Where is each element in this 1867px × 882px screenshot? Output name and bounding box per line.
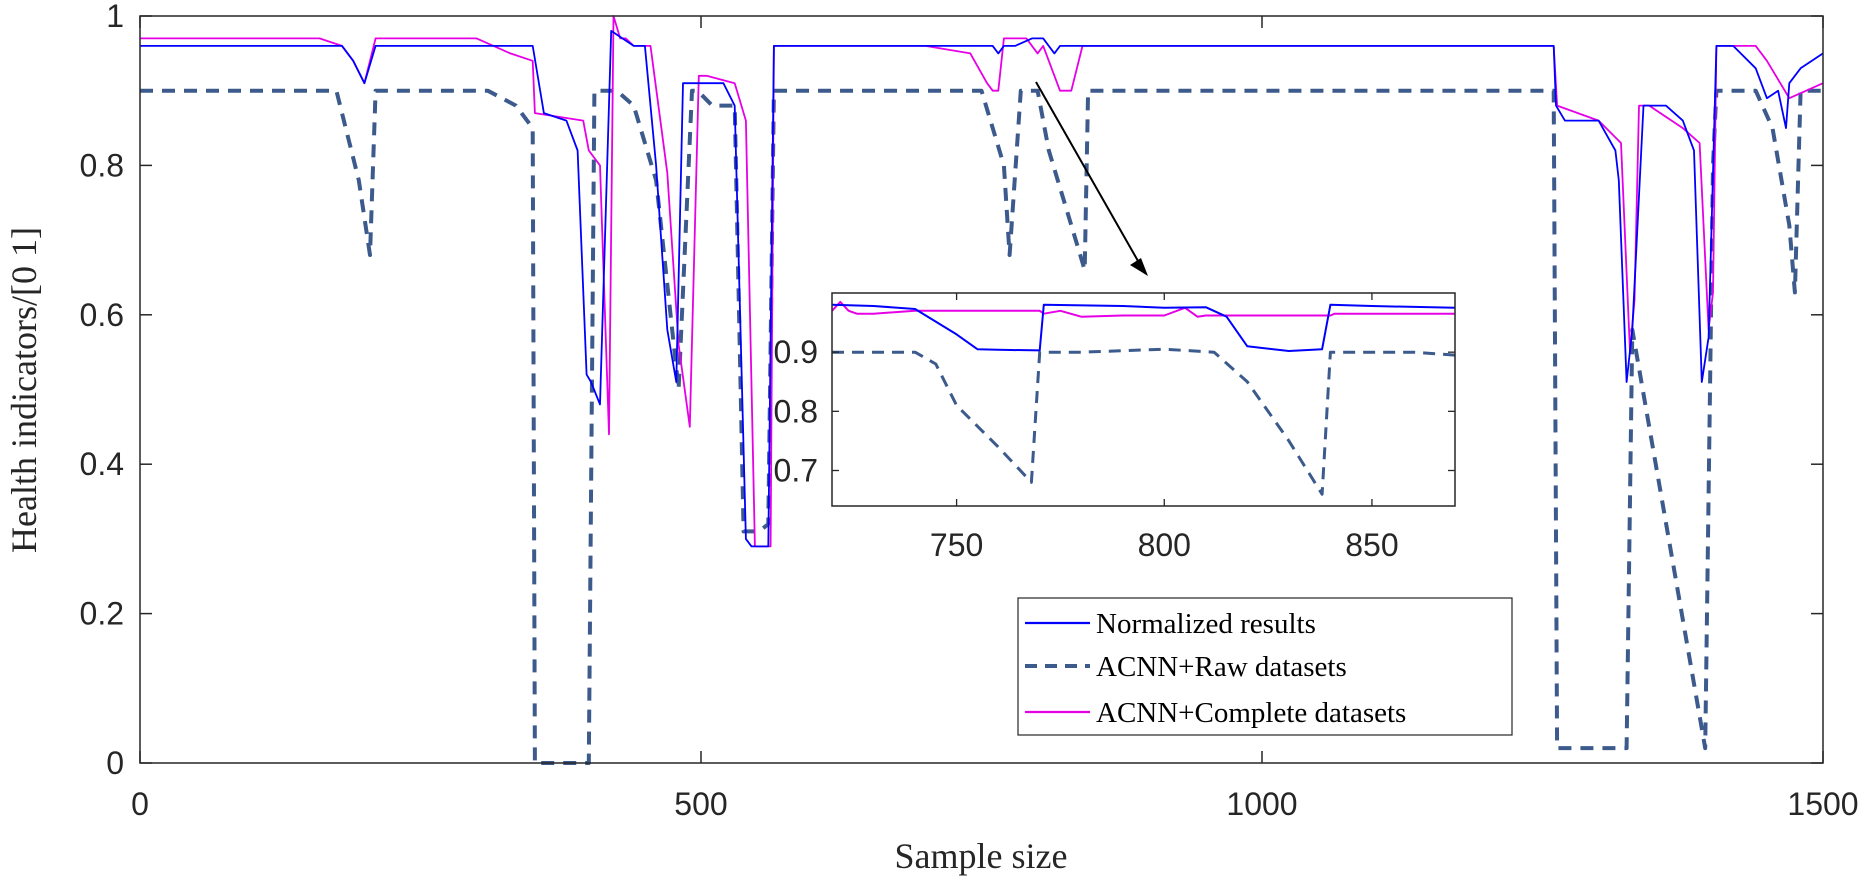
legend-label-normalized: Normalized results — [1096, 608, 1316, 640]
inset-x-tick-label: 750 — [930, 527, 983, 563]
inset-y-tick-label: 0.8 — [774, 393, 818, 429]
x-tick-label: 1000 — [1226, 786, 1297, 822]
x-tick-label: 0 — [131, 786, 149, 822]
series-line-normalized-results — [140, 29, 1824, 548]
inset-series-line-normalized-results — [831, 303, 1456, 352]
zoom-arrow — [1035, 81, 1143, 269]
main-axes: 0 500 1000 1500 0 0.2 0.4 0.6 0.8 1 — [80, 0, 1859, 822]
legend-box — [1017, 597, 1513, 736]
y-tick-label: 0.8 — [80, 147, 124, 183]
main-series-group — [140, 15, 1824, 765]
inset-series-group — [831, 300, 1456, 496]
y-tick-label: 0.2 — [80, 596, 124, 632]
y-tick-label: 0.4 — [80, 446, 124, 482]
inset-x-tick-label: 850 — [1345, 527, 1398, 563]
inset-y-tick-label: 0.7 — [774, 453, 818, 489]
inset-series-line-acnn-complete-datasets — [831, 300, 1455, 318]
x-tick-label: 500 — [674, 786, 727, 822]
inset-series-line-acnn-raw-datasets — [832, 347, 1456, 496]
main-y-ticks: 0 0.2 0.4 0.6 0.8 1 — [80, 0, 1823, 781]
inset-x-ticks: 750 800 850 — [930, 293, 1399, 563]
x-tick-label: 1500 — [1787, 786, 1858, 822]
legend-label-complete: ACNN+Complete datasets — [1096, 697, 1406, 729]
legend-label-raw: ACNN+Raw datasets — [1096, 651, 1347, 683]
inset-x-tick-label: 800 — [1138, 527, 1191, 563]
x-axis-title: Sample size — [895, 836, 1068, 876]
y-axis-title: Health indicators/[0 1] — [4, 227, 44, 553]
y-tick-label: 0.6 — [80, 297, 124, 333]
y-tick-label: 0 — [106, 745, 124, 781]
main-x-ticks: 0 500 1000 1500 — [131, 16, 1859, 822]
main-plot-frame — [139, 15, 1824, 764]
inset-axes: 750 800 850 0.7 0.8 0.9 — [774, 292, 1456, 563]
inset-background — [832, 293, 1455, 506]
inset-y-tick-label: 0.9 — [774, 334, 818, 370]
y-tick-label: 1 — [106, 0, 124, 34]
legend: Normalized results ACNN+Raw datasets ACN… — [1017, 597, 1513, 736]
inset-y-ticks: 0.7 0.8 0.9 — [774, 334, 1455, 489]
inset-plot-frame — [831, 292, 1456, 507]
zoom-arrow-head — [1130, 258, 1148, 276]
series-line-acnn-raw-datasets — [140, 88, 1823, 765]
